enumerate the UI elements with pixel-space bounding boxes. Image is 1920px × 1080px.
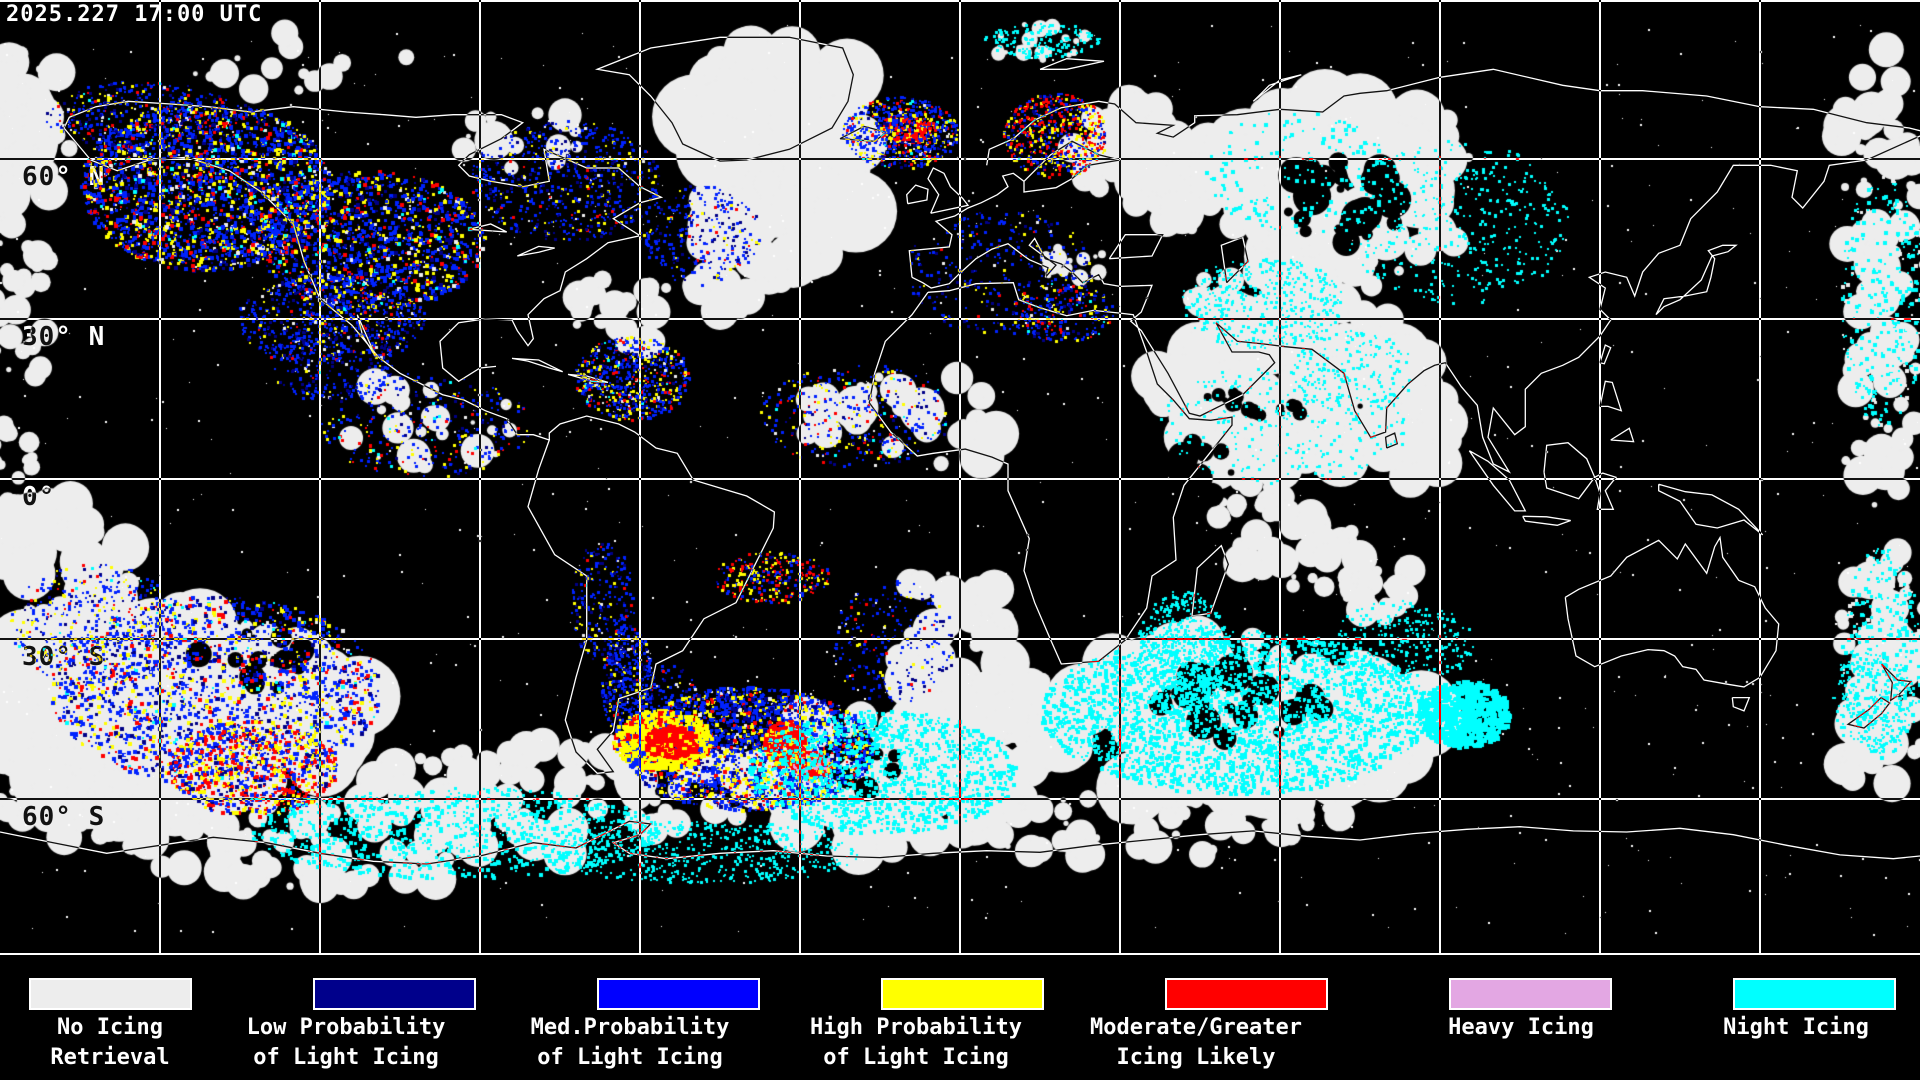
gridline-vertical [159,0,161,953]
gridline-horizontal [0,478,1920,480]
gridline-horizontal [0,0,1920,2]
legend-label-low-probability-line1: Low Probability [246,1015,446,1040]
legend-bar: No Icing Retrieval Low Probability of Light… [0,956,1920,1080]
legend-label-med-probability-line2: of Light Icing [537,1045,723,1070]
gridline-horizontal [0,798,1920,800]
legend-label-heavy-icing-line1: Heavy Icing [1448,1015,1594,1040]
legend-label-med-probability-line1: Med.Probability [530,1015,730,1040]
legend-label-no-icing-line1: No Icing [57,1015,163,1040]
gridline-horizontal [0,318,1920,320]
latitude-label: 0° [22,482,56,512]
latitude-label: 60° N [22,162,106,192]
legend-swatch-high-probability [881,978,1044,1010]
legend-label-moderate-greater-line1: Moderate/Greater [1090,1015,1302,1040]
latitude-label: 60° S [22,802,106,832]
gridline-vertical [959,0,961,953]
gridline-vertical [479,0,481,953]
legend-label-no-icing-line2: Retrieval [50,1045,170,1070]
legend-swatch-heavy-icing [1449,978,1612,1010]
legend-label-high-probability-line2: of Light Icing [823,1045,1009,1070]
legend-label-low-probability-line2: of Light Icing [253,1045,439,1070]
timestamp-label: 2025.227 17:00 UTC [6,2,263,27]
gridline-vertical [639,0,641,953]
gridline-vertical [1439,0,1441,953]
gridline-vertical [1119,0,1121,953]
latitude-label: 30° S [22,642,106,672]
legend-label-moderate-greater-line2: Icing Likely [1116,1045,1276,1070]
legend-swatch-no-icing [29,978,192,1010]
legend-swatch-med-probability [597,978,760,1010]
gridline-vertical [799,0,801,953]
gridline-vertical [1759,0,1761,953]
global-icing-map: 60° N 30° N 0° 30° S 60° S 2025.227 17:00 UT… [0,0,1920,956]
gridline-horizontal [0,158,1920,160]
legend-swatch-night-icing [1733,978,1896,1010]
gridline-vertical [1599,0,1601,953]
legend-swatch-low-probability [313,978,476,1010]
latitude-label: 30° N [22,322,106,352]
gridline-horizontal [0,953,1920,955]
gridline-vertical [1279,0,1281,953]
legend-label-night-icing-line1: Night Icing [1723,1015,1869,1040]
gridline-vertical [319,0,321,953]
gridline-horizontal [0,638,1920,640]
legend-swatch-moderate-greater [1165,978,1328,1010]
legend-label-high-probability-line1: High Probability [810,1015,1022,1040]
